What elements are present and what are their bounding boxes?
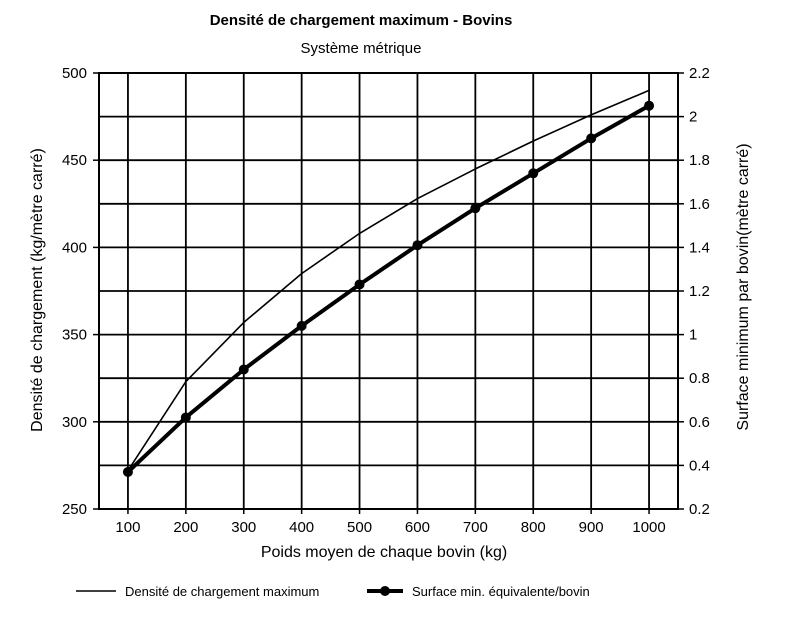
y-right-tick-label: 2.2 [689, 65, 710, 82]
data-point-surface [180, 412, 191, 423]
data-point-surface [238, 364, 249, 375]
y-right-tick-label: 1.8 [689, 152, 710, 169]
data-point-surface [412, 240, 423, 251]
legend: Densité de chargement maximum Surface mi… [76, 584, 590, 599]
y-right-tick-label: 0.6 [689, 414, 710, 431]
y-left-axis-ticks: 250 300 350 400 450 500 [62, 65, 99, 518]
data-point-surface [470, 203, 481, 214]
x-tick-label: 700 [463, 519, 488, 536]
y-right-axis-ticks: 0.2 0.4 0.6 0.8 1 1.2 1.4 1.6 1.8 2 2.2 [678, 65, 710, 518]
data-point-surface [586, 133, 597, 144]
y-right-tick-label: 1 [689, 327, 697, 344]
y-left-tick-label: 450 [62, 152, 87, 169]
legend-marker-surface [380, 586, 390, 596]
data-point-surface [296, 320, 307, 331]
grid [98, 72, 679, 510]
y-left-tick-label: 500 [62, 65, 87, 82]
y-right-tick-label: 1.4 [689, 239, 710, 256]
chart-title: Densité de chargement maximum - Bovins [210, 12, 513, 29]
data-point-surface [528, 168, 539, 179]
y-left-tick-label: 300 [62, 414, 87, 431]
x-axis-ticks: 100 200 300 400 500 600 700 800 900 1000 [115, 509, 666, 536]
x-tick-label: 1000 [632, 519, 665, 536]
data-point-surface [354, 279, 365, 290]
x-tick-label: 200 [173, 519, 198, 536]
series-line-surface [126, 103, 651, 474]
y-left-tick-label: 400 [62, 239, 87, 256]
y-right-tick-label: 0.4 [689, 457, 710, 474]
y-left-axis-label: Densité de chargement (kg/mètre carré) [29, 148, 46, 432]
legend-label-surface: Surface min. équivalente/bovin [412, 584, 590, 599]
y-right-tick-label: 0.2 [689, 501, 710, 518]
x-tick-label: 800 [521, 519, 546, 536]
y-right-axis-label: Surface minimum par bovin(mètre carré) [735, 143, 752, 430]
x-tick-label: 500 [347, 519, 372, 536]
y-right-tick-label: 1.6 [689, 196, 710, 213]
y-left-tick-label: 250 [62, 501, 87, 518]
series-group [122, 89, 655, 477]
y-right-tick-label: 0.8 [689, 370, 710, 387]
y-right-tick-label: 2 [689, 109, 697, 126]
x-tick-label: 600 [405, 519, 430, 536]
series-line-density [127, 89, 650, 472]
x-tick-label: 900 [579, 519, 604, 536]
x-tick-label: 400 [289, 519, 314, 536]
chart-subtitle: Système métrique [301, 40, 422, 57]
legend-label-density: Densité de chargement maximum [125, 584, 319, 599]
y-left-tick-label: 350 [62, 327, 87, 344]
x-tick-label: 100 [115, 519, 140, 536]
y-right-tick-label: 1.2 [689, 283, 710, 300]
data-point-surface [644, 100, 655, 111]
x-axis-label: Poids moyen de chaque bovin (kg) [261, 544, 507, 561]
x-tick-label: 300 [231, 519, 256, 536]
data-point-surface [122, 466, 133, 477]
